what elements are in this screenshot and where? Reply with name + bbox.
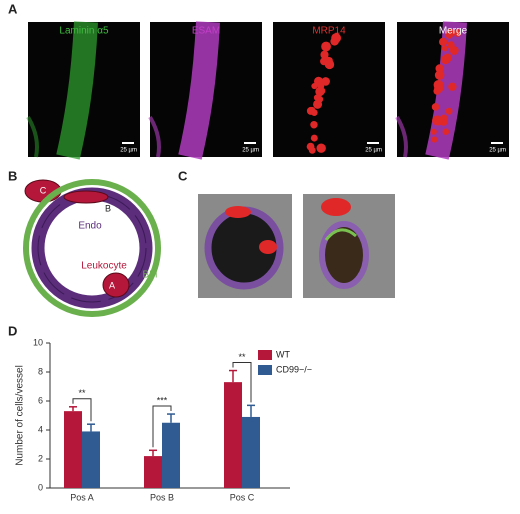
bm-label: BM: [143, 270, 158, 281]
legend-label: WT: [276, 349, 290, 359]
cell: [431, 103, 440, 111]
cell: [442, 128, 450, 135]
cell: [434, 70, 445, 80]
leukocyte: [259, 240, 277, 254]
cell: [310, 134, 318, 142]
scale-label: 25 µm: [120, 148, 137, 154]
cell: [308, 106, 316, 114]
y-tick-label: 10: [33, 337, 43, 347]
panel-label: B: [8, 168, 17, 183]
y-tick-label: 2: [38, 453, 43, 463]
legend-label: CD99−/−: [276, 364, 312, 374]
vessel: [178, 21, 220, 160]
cell: [447, 41, 455, 49]
legend-swatch: [258, 350, 272, 360]
significance-bracket: [232, 362, 252, 403]
vessel: [425, 21, 467, 160]
y-tick-label: 6: [38, 395, 43, 405]
y-tick-label: 8: [38, 366, 43, 376]
image-title: Laminin α5: [59, 26, 109, 37]
cell: [448, 82, 457, 91]
significance-bracket: [72, 398, 92, 422]
cell: [331, 38, 339, 46]
image-title: Merge: [439, 26, 468, 37]
endo-label: Endo: [78, 221, 102, 232]
significance-label: **: [238, 352, 246, 362]
position-label: C: [40, 185, 47, 195]
y-axis-label: Number of cells/vessel: [15, 365, 26, 466]
vessel-branch: [26, 115, 39, 158]
cell: [316, 143, 326, 153]
cell: [441, 45, 448, 52]
significance-bracket: [152, 405, 172, 448]
cell: [324, 59, 335, 70]
vessel-branch: [148, 115, 161, 158]
cell: [441, 55, 451, 65]
cell: [435, 64, 444, 73]
position-label: B: [105, 203, 111, 213]
vessel: [319, 221, 369, 289]
cell: [306, 142, 315, 151]
cell: [317, 82, 325, 90]
cell: [430, 128, 437, 135]
cell: [446, 28, 455, 38]
leukocyte: [225, 206, 251, 218]
cell: [440, 38, 448, 46]
x-tick-label: Pos B: [150, 492, 174, 502]
bar: [144, 456, 162, 488]
vessel-branch: [395, 115, 408, 158]
cell: [445, 107, 453, 115]
scale-label: 25 µm: [242, 148, 259, 154]
position-label: A: [109, 280, 115, 290]
bm: [324, 228, 357, 241]
leukocyte-b: [63, 190, 109, 204]
leukocyte: [321, 198, 351, 216]
vessel: [56, 21, 98, 160]
scale-label: 25 µm: [489, 148, 506, 154]
significance-label: **: [78, 388, 86, 398]
image-title: ESAM: [192, 26, 220, 37]
cell: [321, 77, 330, 86]
cell: [320, 50, 329, 59]
scale-label: 25 µm: [365, 148, 382, 154]
cell: [433, 86, 442, 95]
cell: [440, 114, 448, 122]
x-tick-label: Pos A: [70, 492, 94, 502]
cell: [321, 41, 331, 52]
panel-label: A: [8, 1, 18, 16]
cell: [431, 136, 438, 143]
bar: [224, 382, 242, 488]
y-tick-label: 0: [38, 482, 43, 492]
diagram: C B A Endo Leukocyte BM: [23, 179, 161, 317]
significance-label: ***: [157, 395, 168, 405]
y-tick-label: 4: [38, 424, 43, 434]
panel-label: C: [178, 168, 188, 183]
leukocyte-label: Leukocyte: [81, 261, 127, 272]
cell: [313, 99, 323, 109]
image-title: MRP14: [312, 26, 346, 37]
legend-swatch: [258, 365, 272, 375]
endothelium: [31, 187, 153, 309]
bar: [162, 422, 180, 488]
basement-membrane: [23, 179, 161, 317]
bar: [64, 411, 82, 488]
cell: [453, 29, 462, 37]
bar: [242, 416, 260, 488]
cell: [311, 82, 318, 90]
micrograph: [273, 22, 385, 157]
cell: [310, 121, 318, 129]
leukocyte-a: [102, 272, 130, 298]
panel-label: D: [8, 323, 17, 338]
cross-section-images: [198, 194, 395, 298]
x-tick-label: Pos C: [230, 492, 255, 502]
bar: [82, 431, 100, 488]
